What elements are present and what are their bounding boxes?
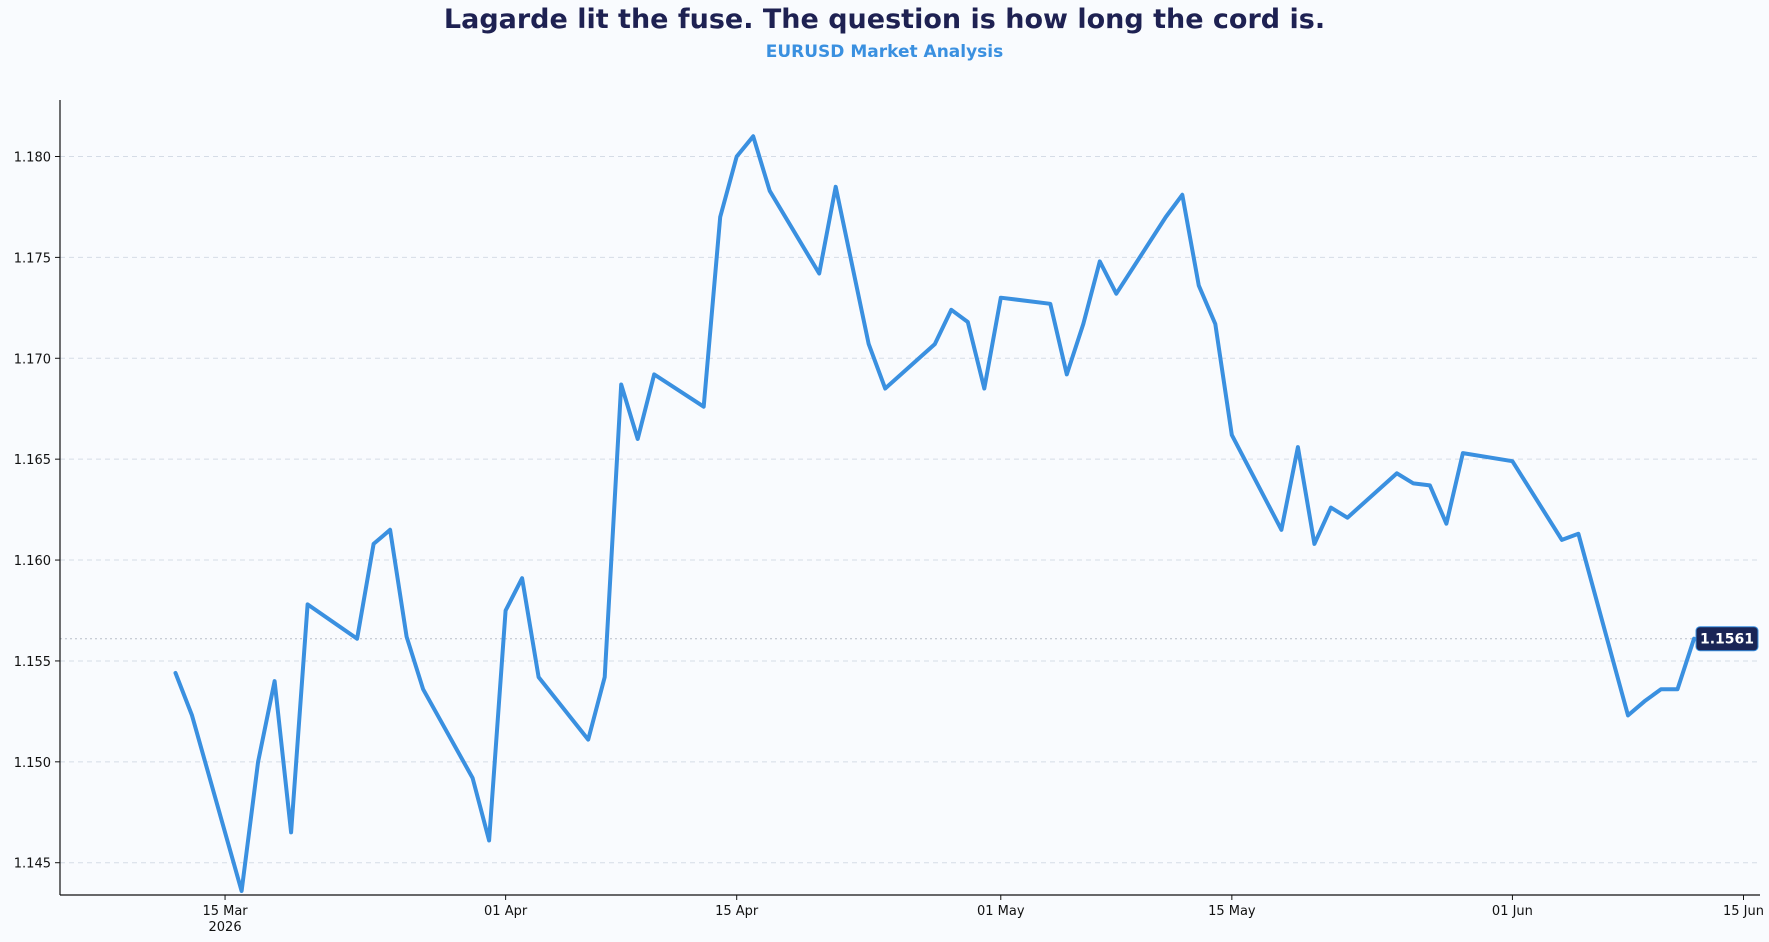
y-tick-label: 1.160 — [14, 554, 51, 569]
price-series — [173, 134, 1696, 893]
grid-lines — [60, 155, 1760, 864]
x-tick-label: 15 Apr — [715, 904, 759, 919]
y-axis-ticks: 1.145 1.150 1.155 1.160 1.165 1.170 1.175 1.180 — [14, 150, 60, 872]
x-tick-sublabel: 2026 — [209, 920, 242, 935]
chart-title: Lagarde lit the fuse. The question is ho… — [443, 4, 1326, 35]
x-tick-label: 01 Apr — [484, 904, 528, 919]
last-value-badge-box — [1695, 626, 1759, 652]
y-tick-label: 1.150 — [14, 756, 51, 771]
x-tick-label: 15 Mar — [202, 904, 248, 919]
x-tick-label: 01 Jun — [1492, 904, 1533, 919]
axes — [59, 100, 1760, 896]
y-tick-label: 1.165 — [14, 453, 51, 468]
chart-subtitle: EURUSD Market Analysis — [765, 42, 1004, 62]
x-tick-label: 15 May — [1208, 904, 1256, 919]
y-tick-label: 1.145 — [14, 857, 51, 872]
y-tick-label: 1.170 — [14, 352, 51, 367]
y-tick-label: 1.180 — [14, 150, 51, 165]
last-value-badge: 1.1561 — [1695, 626, 1759, 652]
x-tick-label: 15 Jun — [1723, 904, 1764, 919]
last-value-badge-label: 1.1561 — [1700, 632, 1754, 648]
series-line — [173, 134, 1696, 893]
y-tick-label: 1.175 — [14, 251, 51, 266]
y-tick-label: 1.155 — [14, 655, 51, 670]
x-tick-label: 01 May — [977, 904, 1025, 919]
